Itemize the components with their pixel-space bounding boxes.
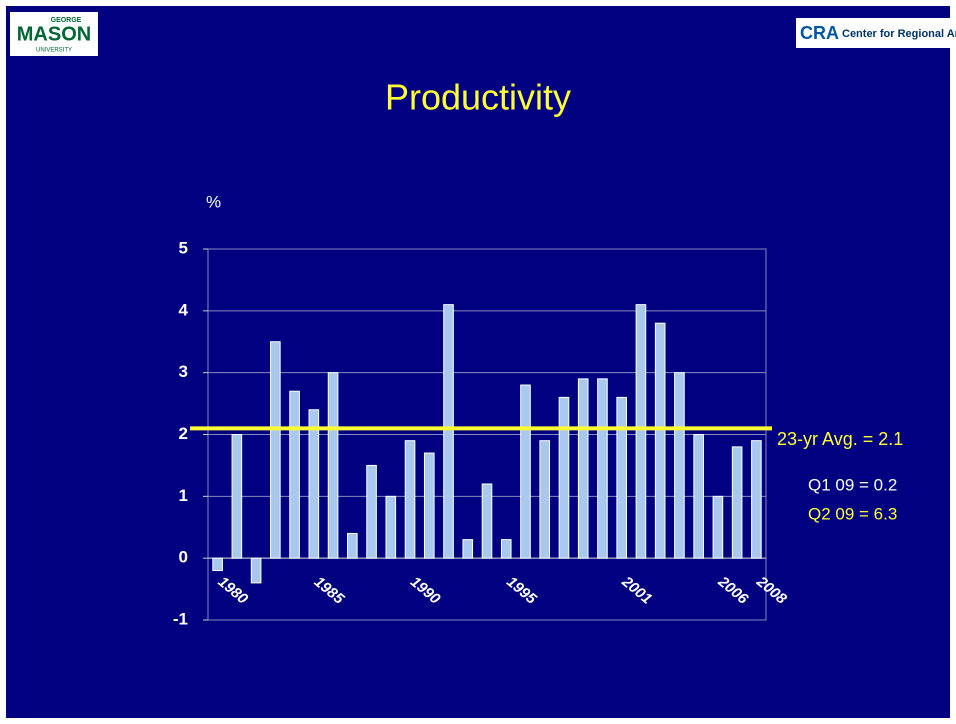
y-tick-label: 1 bbox=[179, 486, 188, 505]
bar bbox=[712, 495, 724, 559]
logo-text: UNIVERSITY bbox=[36, 48, 72, 54]
logo-text: Center for Regional Analy bbox=[842, 28, 956, 40]
bar bbox=[347, 532, 358, 559]
bar bbox=[212, 557, 223, 572]
y-tick-label: -1 bbox=[173, 609, 188, 628]
y-tick-label: 2 bbox=[179, 424, 188, 443]
bar bbox=[616, 396, 628, 559]
bar bbox=[385, 495, 397, 559]
bar bbox=[481, 483, 493, 559]
bar bbox=[674, 372, 685, 559]
y-tick-label: 4 bbox=[179, 300, 189, 319]
logo-text: GEORGE bbox=[51, 17, 82, 24]
bar bbox=[327, 372, 339, 559]
annotation: Q2 09 = 6.3 bbox=[808, 504, 897, 523]
logo-text: CRA bbox=[800, 23, 839, 43]
bar bbox=[577, 378, 589, 559]
bar bbox=[731, 446, 743, 559]
bar bbox=[500, 539, 512, 559]
bar bbox=[289, 390, 300, 559]
annotation: Q1 09 = 0.2 bbox=[808, 475, 897, 494]
bar bbox=[635, 304, 647, 559]
logo-left bbox=[10, 12, 98, 56]
bar bbox=[366, 464, 377, 559]
bar bbox=[654, 322, 666, 559]
y-tick-label: 0 bbox=[179, 548, 188, 567]
bar bbox=[751, 440, 762, 559]
bar bbox=[597, 378, 608, 559]
bar bbox=[250, 557, 262, 584]
chart-title: Productivity bbox=[385, 77, 571, 118]
average-label: 23-yr Avg. = 2.1 bbox=[777, 429, 903, 449]
y-tick-label: 5 bbox=[179, 238, 188, 257]
background bbox=[6, 6, 950, 718]
logo-text: MASON bbox=[17, 23, 91, 45]
bar bbox=[270, 341, 281, 559]
logo-right bbox=[796, 18, 950, 48]
y-axis-label: % bbox=[206, 192, 221, 211]
bar bbox=[693, 434, 704, 559]
bar bbox=[231, 434, 243, 559]
bar bbox=[462, 539, 474, 559]
bar bbox=[308, 409, 320, 559]
bar bbox=[404, 440, 416, 559]
bar bbox=[520, 384, 531, 559]
bar bbox=[539, 440, 551, 559]
bar bbox=[423, 452, 435, 559]
y-tick-label: 3 bbox=[179, 362, 188, 381]
bar bbox=[443, 304, 454, 559]
bar bbox=[558, 396, 570, 559]
